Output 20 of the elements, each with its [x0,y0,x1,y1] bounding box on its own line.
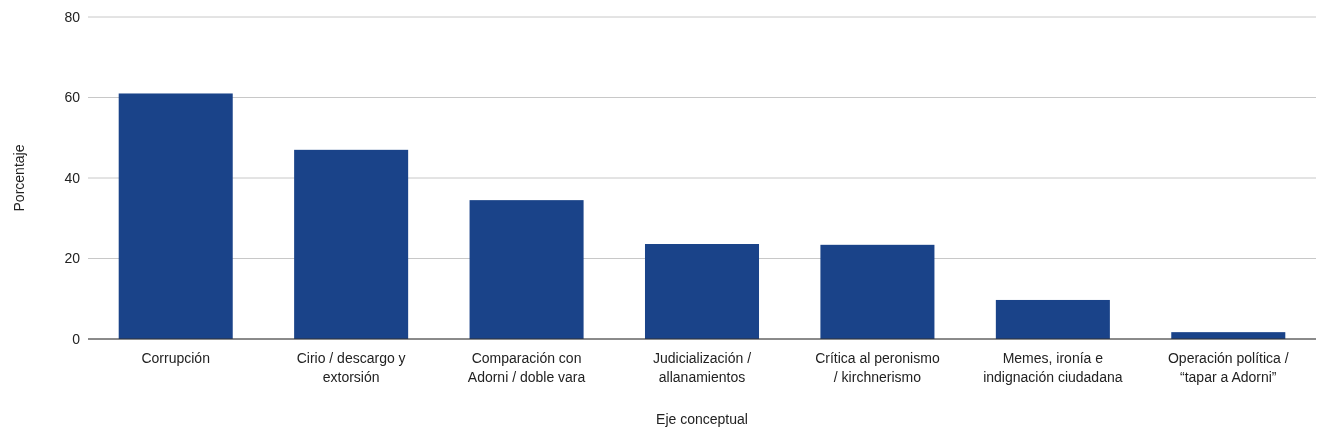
y-tick-label: 20 [64,250,81,267]
bar [995,299,1110,339]
x-tick-label: Operación política / “tapar a Adorni” [1167,350,1289,385]
bar [820,244,935,339]
y-tick-label: 40 [64,169,81,186]
y-tick-label: 0 [72,330,81,347]
y-tick-label: 80 [64,8,81,25]
bar [294,149,409,339]
x-tick-label: Cirio / descargo y extorsión [296,350,406,385]
x-tick-label: Corrupción [141,350,210,366]
bar [469,200,584,339]
bar [118,93,233,339]
x-tick-label: Crítica al peronismo / kirchnerismo [815,350,940,385]
bar [644,244,760,339]
y-axis-title: Porcentaje [11,144,27,212]
x-tick-label: Judicialización / allanamientos [652,350,752,385]
x-axis-title: Eje conceptual [656,411,748,427]
x-tick-label: Comparación con Adorni / doble vara [467,350,586,385]
x-tick-label: Memes, ironía e indignación ciudadana [983,350,1123,385]
y-tick-label: 60 [64,89,81,106]
